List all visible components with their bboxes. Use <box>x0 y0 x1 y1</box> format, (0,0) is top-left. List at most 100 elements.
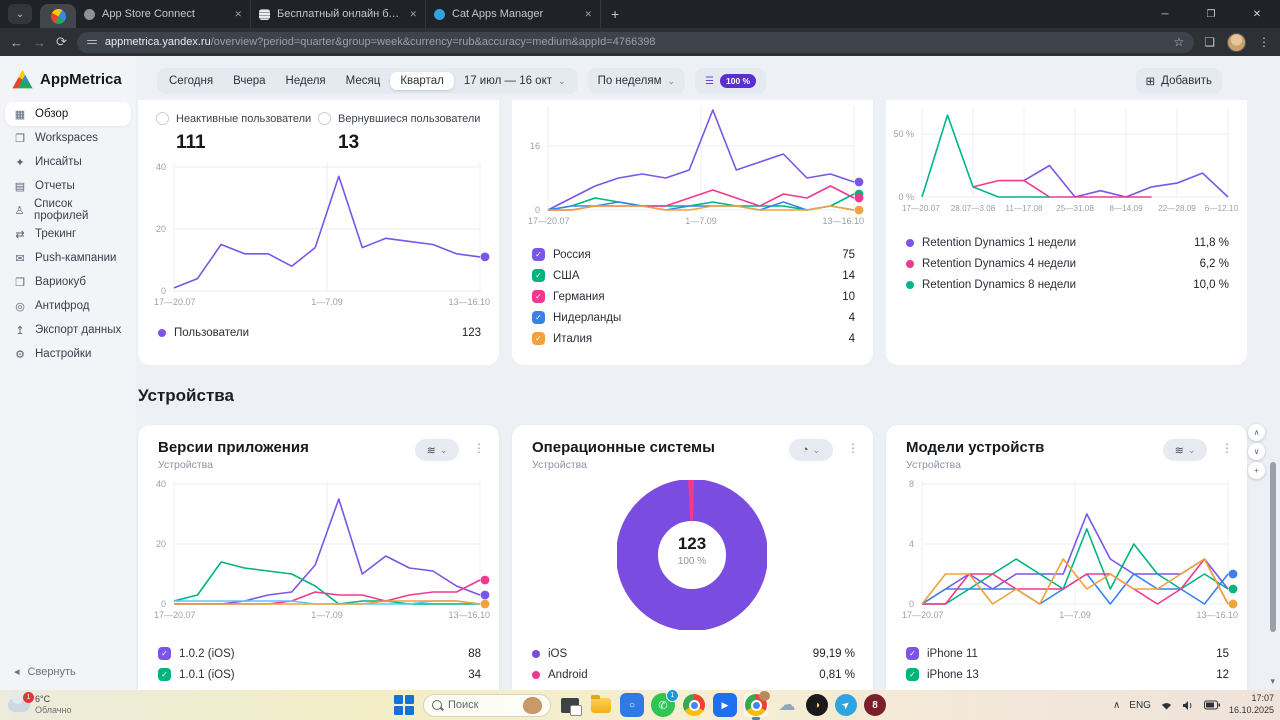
browser-tab[interactable]: App Store Connect ✕ <box>76 0 251 28</box>
legend-item[interactable]: ✓ Россия 75 <box>532 244 855 265</box>
stat-inactive-users[interactable]: Неактивные пользователи 111 <box>156 112 311 154</box>
legend-checkbox-icon[interactable]: ✓ <box>532 248 545 261</box>
legend-checkbox-icon[interactable]: ✓ <box>532 290 545 303</box>
legend-item[interactable]: ✓ 1.0.1 (iOS) 34 <box>158 664 481 685</box>
back-icon[interactable]: ← <box>10 34 23 50</box>
legend-checkbox-icon[interactable]: ✓ <box>906 668 919 681</box>
card-menu-icon[interactable]: ⋮ <box>473 441 485 455</box>
battery-icon[interactable] <box>1203 700 1220 710</box>
browser-tab[interactable]: Бесплатный онлайн блокнот ✕ <box>251 0 426 28</box>
sidebar-item-workspaces[interactable]: ❐ Workspaces <box>5 126 131 150</box>
browser8-button[interactable]: 8 <box>864 694 886 716</box>
legend-item[interactable]: ✓ iPhone 13 12 <box>906 664 1229 685</box>
accuracy-control[interactable]: ☰ 100 % <box>695 68 767 94</box>
weather-widget[interactable]: 1 6°C Облачно <box>8 692 72 717</box>
tab-search-button[interactable]: ⌄ <box>8 4 32 24</box>
pinned-tab-appmetrica[interactable] <box>40 4 76 28</box>
file-explorer-button[interactable] <box>589 693 613 717</box>
add-widget-button[interactable]: ⊞ Добавить <box>1135 68 1222 94</box>
tab-close-icon[interactable]: ✕ <box>409 8 417 19</box>
radio-icon[interactable] <box>318 112 331 125</box>
forward-icon[interactable]: → <box>33 34 46 50</box>
sidebar-item-экспорт-данных[interactable]: ↥ Экспорт данных <box>5 318 131 342</box>
chart-type-select[interactable]: ≋ ⌄ <box>1163 439 1207 461</box>
whatsapp-button[interactable]: ✆ 1 <box>651 689 679 717</box>
period-tab[interactable]: Месяц <box>345 75 381 87</box>
sidebar-item-отчеты[interactable]: ▤ Отчеты <box>5 174 131 198</box>
grid-icon: ▦ <box>14 108 26 121</box>
browser-tab[interactable]: Cat Apps Manager ✕ <box>426 0 601 28</box>
profile-avatar[interactable] <box>1227 32 1246 52</box>
sidebar-item-push-кампании[interactable]: ✉ Push-кампании <box>5 246 131 270</box>
scrollbar-thumb[interactable] <box>1270 462 1276 632</box>
card-menu-icon[interactable]: ⋮ <box>847 441 859 455</box>
sidebar-item-список-профилей[interactable]: ♙ Список профилей <box>5 198 131 222</box>
start-button[interactable] <box>392 693 416 717</box>
clock[interactable]: 17:07 16.10.2025 <box>1228 693 1274 715</box>
reload-icon[interactable]: ⟳ <box>56 34 67 49</box>
card-menu-icon[interactable]: ⋮ <box>1221 441 1233 455</box>
address-bar[interactable]: appmetrica.yandex.ru/overview?period=qua… <box>76 31 1195 53</box>
bookmark-star-icon[interactable]: ☆ <box>1173 35 1185 49</box>
date-range-select[interactable]: 17 июл — 16 окт ⌄ <box>463 75 566 87</box>
scroll-up-button[interactable]: ∧ <box>1248 424 1265 441</box>
legend-item[interactable]: ✓ США 14 <box>532 265 855 286</box>
scrollbar-down-icon[interactable]: ▾ <box>1270 676 1275 686</box>
site-settings-icon[interactable] <box>86 39 97 45</box>
chrome-active-button[interactable] <box>744 691 770 720</box>
weather-text: 6°C Облачно <box>35 693 72 715</box>
zoom-in-button[interactable]: + <box>1248 462 1265 479</box>
legend-item[interactable]: ✓ Германия 10 <box>532 286 855 307</box>
close-button[interactable]: ✕ <box>1252 8 1262 20</box>
sidebar-item-антифрод[interactable]: ◎ Антифрод <box>5 294 131 318</box>
task-view-button[interactable] <box>558 693 582 717</box>
settings-app-button[interactable]: ○ <box>620 693 644 717</box>
period-tab[interactable]: Вчера <box>233 75 266 87</box>
minimize-button[interactable]: ─ <box>1161 8 1169 20</box>
stat-returning-users[interactable]: Вернувшиеся пользователи 13 <box>318 112 480 154</box>
new-tab-button[interactable]: + <box>611 6 620 22</box>
sidebar-item-трекинг[interactable]: ⇄ Трекинг <box>5 222 131 246</box>
legend-item[interactable]: ✓ Италия 4 <box>532 328 855 349</box>
period-tab[interactable]: Квартал <box>390 72 454 90</box>
tab-close-icon[interactable]: ✕ <box>584 8 592 19</box>
cloud-app-button[interactable]: ☁ <box>778 695 796 714</box>
taskbar-search[interactable]: Поиск <box>423 693 551 717</box>
sidebar-collapse-button[interactable]: ◂ Свернуть <box>14 665 76 679</box>
browser-menu-icon[interactable]: ⋮ <box>1258 35 1270 49</box>
sidebar-item-вариокуб[interactable]: ❒ Вариокуб <box>5 270 131 294</box>
appmetrica-brand[interactable]: AppMetrica <box>0 56 136 100</box>
chart-type-select[interactable]: ≋ ⌄ <box>415 439 459 461</box>
scroll-down-button[interactable]: ∨ <box>1248 443 1265 460</box>
period-tab[interactable]: Сегодня <box>169 75 214 87</box>
legend-checkbox-icon[interactable]: ✓ <box>158 668 171 681</box>
music-app-button[interactable]: ◑ <box>806 694 828 716</box>
tab-close-icon[interactable]: ✕ <box>234 8 242 19</box>
legend-item[interactable]: ✓ iPhone 11 15 <box>906 643 1229 664</box>
sidebar-item-инсайты[interactable]: ✦ Инсайты <box>5 150 131 174</box>
language-indicator[interactable]: ENG <box>1129 699 1151 711</box>
tab-favicon <box>84 8 95 20</box>
camera-app-button[interactable]: ▶ <box>713 693 737 717</box>
tray-expand-icon[interactable]: ∧ <box>1112 699 1121 711</box>
legend-checkbox-icon[interactable]: ✓ <box>532 311 545 324</box>
grouping-select[interactable]: По неделям ⌄ <box>587 68 686 94</box>
volume-icon[interactable] <box>1182 700 1195 711</box>
radio-icon[interactable] <box>156 112 169 125</box>
legend-item[interactable]: ✓ 1.0.2 (iOS) 88 <box>158 643 481 664</box>
period-tab[interactable]: Неделя <box>285 75 326 87</box>
telegram-button[interactable]: ➤ <box>835 694 857 716</box>
maximize-button[interactable]: ❐ <box>1206 8 1216 20</box>
legend-checkbox-icon[interactable]: ✓ <box>532 269 545 282</box>
chrome-button[interactable] <box>682 693 706 717</box>
chart-type-select[interactable]: ◔ ⌄ <box>789 439 833 461</box>
legend-item[interactable]: ✓ Нидерланды 4 <box>532 307 855 328</box>
legend-checkbox-icon[interactable]: ✓ <box>532 332 545 345</box>
sidebar-item-настройки[interactable]: ⚙ Настройки <box>5 342 131 366</box>
wifi-icon[interactable] <box>1160 700 1173 711</box>
tab-groups-icon[interactable]: ❏ <box>1204 35 1215 49</box>
sidebar-item-обзор[interactable]: ▦ Обзор <box>5 102 131 126</box>
svg-text:0: 0 <box>535 205 540 215</box>
legend-checkbox-icon[interactable]: ✓ <box>158 647 171 660</box>
legend-checkbox-icon[interactable]: ✓ <box>906 647 919 660</box>
